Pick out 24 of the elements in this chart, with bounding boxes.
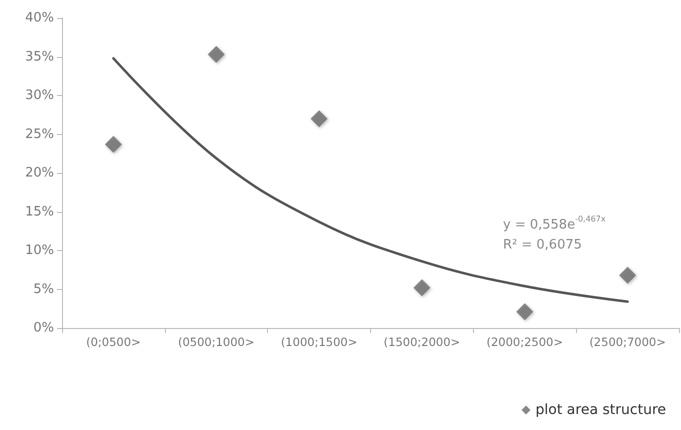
y-tick-label: 15%: [25, 204, 54, 220]
x-tick-label: (1500;2000>: [384, 335, 460, 349]
y-tick-label: 25%: [25, 126, 54, 142]
line-series: [112, 57, 629, 303]
y-tick-label: 10%: [25, 243, 54, 258]
point: [310, 110, 328, 128]
annotation: R² = 0,6075: [503, 238, 582, 252]
x-tick-label: (0;0500>: [86, 335, 141, 349]
point: [208, 46, 225, 63]
point: [104, 136, 122, 153]
y-tick-label: 0%: [33, 320, 54, 336]
y-tick-label: 35%: [25, 49, 54, 64]
point: [413, 279, 430, 296]
x-tick-label: (1000;1500>: [280, 335, 358, 349]
y-tick-label: 5%: [33, 282, 54, 297]
point: [619, 266, 636, 284]
x-tick-label: (2000;2500>: [486, 335, 564, 349]
point: [516, 303, 534, 320]
x-tick-label: (0500;1000>: [178, 335, 255, 349]
y-tick-label: 30%: [25, 88, 54, 103]
legend-label: plot area structure: [536, 402, 666, 418]
y-tick-label: 20%: [25, 166, 54, 180]
y-tick-label: 40%: [25, 10, 54, 26]
x-tick-label: (2500;7000>: [589, 335, 666, 349]
